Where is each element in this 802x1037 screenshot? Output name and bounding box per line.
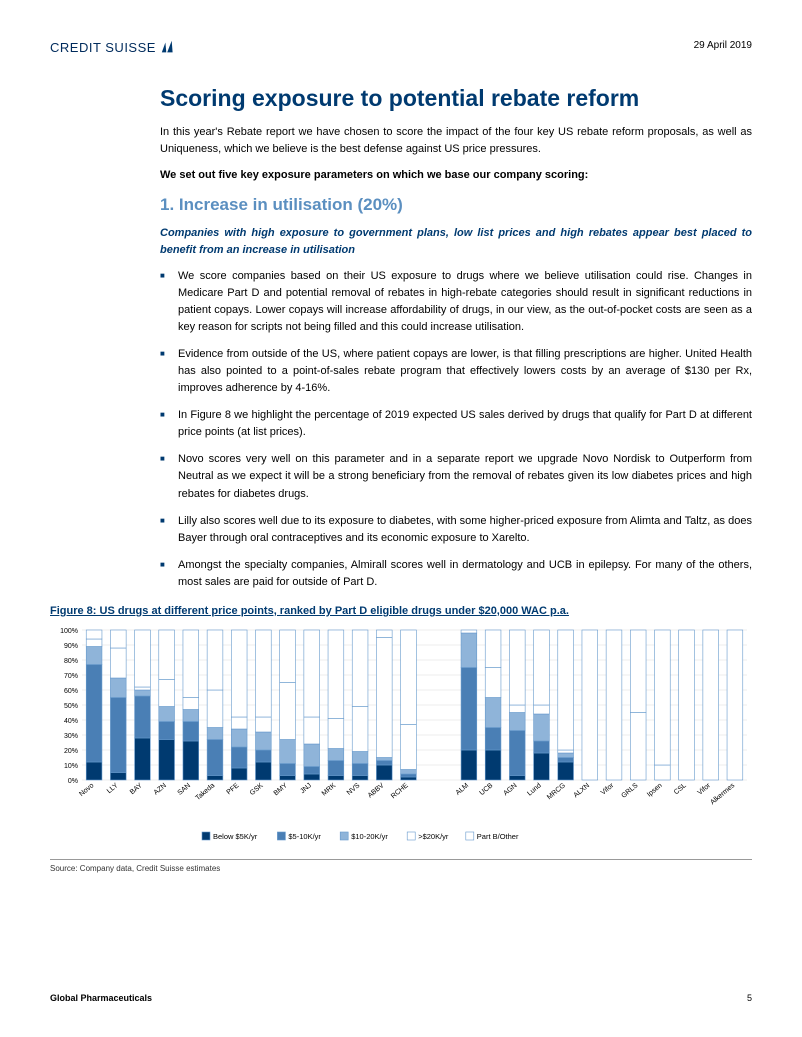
svg-text:Vifor: Vifor — [600, 781, 616, 796]
bold-intro: We set out five key exposure parameters … — [160, 169, 752, 181]
svg-text:Alkermes: Alkermes — [709, 782, 736, 806]
svg-text:40%: 40% — [64, 718, 78, 725]
logo-sails-icon — [160, 40, 178, 54]
svg-text:$5-10K/yr: $5-10K/yr — [288, 832, 321, 841]
page-footer: Global Pharmaceuticals 5 — [50, 993, 752, 1003]
svg-text:Below $5K/yr: Below $5K/yr — [213, 832, 258, 841]
svg-text:0%: 0% — [68, 778, 78, 785]
main-content: Scoring exposure to potential rebate ref… — [160, 85, 752, 591]
figure-title: Figure 8: US drugs at different price po… — [50, 605, 752, 617]
svg-text:10%: 10% — [64, 763, 78, 770]
svg-text:PFE: PFE — [226, 782, 241, 796]
svg-text:>$20K/yr: >$20K/yr — [418, 832, 449, 841]
svg-text:100%: 100% — [60, 628, 78, 635]
chart-container: 0% 10% 20% 30% 40% 50% 60% 70% 80% 90% 100% Novo LLY… — [50, 625, 752, 853]
intro-paragraph: In this year's Rebate report we have cho… — [160, 124, 752, 157]
svg-text:RCHE: RCHE — [390, 782, 410, 800]
report-date: 29 April 2019 — [694, 40, 752, 51]
svg-text:CSL: CSL — [673, 782, 688, 796]
svg-text:ABBV: ABBV — [367, 782, 386, 800]
svg-text:MRK: MRK — [321, 782, 338, 798]
svg-text:NVS: NVS — [346, 782, 362, 797]
section-subtitle: Companies with high exposure to governme… — [160, 225, 752, 258]
svg-text:Lund: Lund — [526, 782, 543, 797]
svg-text:50%: 50% — [64, 703, 78, 710]
footer-left: Global Pharmaceuticals — [50, 993, 152, 1003]
bullet-item: In Figure 8 we highlight the percentage … — [160, 407, 752, 441]
svg-text:LLY: LLY — [106, 782, 120, 795]
svg-text:Ipsen: Ipsen — [646, 782, 664, 798]
bullet-item: Novo scores very well on this parameter … — [160, 451, 752, 502]
svg-text:BMY: BMY — [273, 782, 289, 797]
svg-text:30%: 30% — [64, 733, 78, 740]
svg-text:GSK: GSK — [249, 782, 265, 797]
svg-text:GRLS: GRLS — [620, 782, 639, 800]
svg-text:Novo: Novo — [78, 782, 95, 798]
bullet-item: Evidence from outside of the US, where p… — [160, 346, 752, 397]
logo: CREDIT SUISSE — [50, 40, 178, 55]
bullet-item: Lilly also scores well due to its exposu… — [160, 513, 752, 547]
svg-text:SAN: SAN — [177, 782, 193, 797]
page-number: 5 — [747, 993, 752, 1003]
svg-text:60%: 60% — [64, 688, 78, 695]
svg-text:ALM: ALM — [455, 782, 471, 797]
svg-text:ALXN: ALXN — [573, 782, 592, 799]
svg-text:20%: 20% — [64, 748, 78, 755]
svg-text:90%: 90% — [64, 643, 78, 650]
svg-text:UCB: UCB — [479, 782, 495, 797]
svg-text:Part B/Other: Part B/Other — [477, 832, 519, 841]
logo-text: CREDIT SUISSE — [50, 40, 156, 55]
svg-text:MRCG: MRCG — [546, 782, 567, 801]
svg-text:AZN: AZN — [153, 782, 168, 796]
svg-text:70%: 70% — [64, 673, 78, 680]
svg-text:Vifor: Vifor — [697, 781, 713, 796]
bullet-item: We score companies based on their US exp… — [160, 268, 752, 336]
bullet-item: Amongst the specialty companies, Almiral… — [160, 557, 752, 591]
page-header: CREDIT SUISSE 29 April 2019 — [50, 40, 752, 55]
svg-text:BAY: BAY — [129, 782, 144, 796]
svg-text:$10-20K/yr: $10-20K/yr — [351, 832, 388, 841]
svg-text:Takeda: Takeda — [194, 782, 216, 802]
bullet-list: We score companies based on their US exp… — [160, 268, 752, 591]
section-heading: 1. Increase in utilisation (20%) — [160, 195, 752, 215]
svg-text:AGN: AGN — [502, 782, 518, 797]
svg-text:JNJ: JNJ — [299, 782, 313, 795]
stacked-bar-chart: 0% 10% 20% 30% 40% 50% 60% 70% 80% 90% 100% Novo LLY… — [50, 625, 752, 850]
page-title: Scoring exposure to potential rebate ref… — [160, 85, 752, 112]
source-line: Source: Company data, Credit Suisse esti… — [50, 859, 752, 873]
svg-text:80%: 80% — [64, 658, 78, 665]
